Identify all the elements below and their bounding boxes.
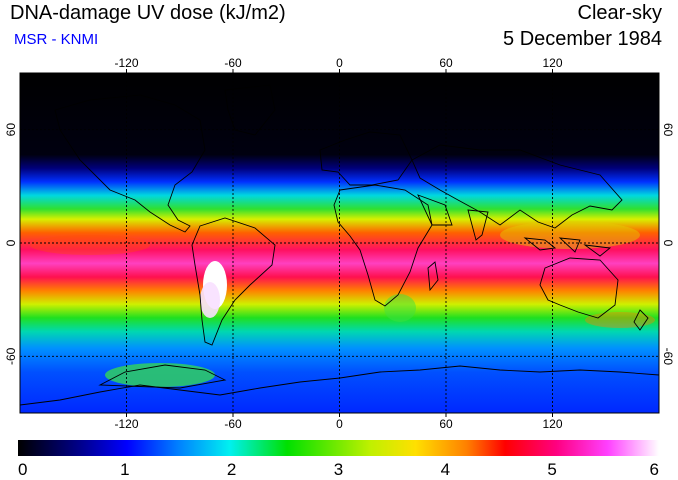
colorbar-tick-label: 1 — [120, 460, 129, 479]
colorbar-tick-label: 4 — [441, 460, 450, 479]
colorbar-tick-label: 6 — [650, 460, 659, 479]
lat-label-left: 60 — [4, 123, 18, 137]
lon-label-top: 60 — [439, 56, 453, 70]
axis-ticks: -120 -120 -60 -60 0 0 60 60 120 120 60 60 0 0 -60 -60 — [4, 56, 675, 431]
colorbar — [18, 440, 659, 456]
sky-condition-label: Clear-sky — [577, 2, 662, 24]
lon-label-top: 120 — [542, 56, 562, 70]
antarctica-coast — [20, 365, 659, 406]
lat-label-left: 0 — [4, 239, 18, 246]
lat-label-right: 60 — [661, 123, 675, 137]
colorbar-tick-label: 5 — [547, 460, 556, 479]
lon-label-bottom: -60 — [224, 417, 242, 431]
europe-coast — [319, 131, 413, 186]
lon-label-bottom: 120 — [542, 417, 562, 431]
antarctic-green-patch — [105, 363, 215, 387]
date-label: 5 December 1984 — [503, 28, 662, 50]
lon-label-bottom: 0 — [336, 417, 343, 431]
page-title: DNA-damage UV dose (kJ/m2) — [10, 2, 286, 24]
australia-coast — [539, 257, 619, 319]
lon-label-top: -60 — [224, 56, 242, 70]
indonesia-coast — [523, 237, 612, 257]
madagascar-coast — [427, 261, 439, 292]
coastlines — [20, 84, 659, 406]
asia-coast — [411, 144, 623, 229]
colorbar-tick-label: 0 — [18, 460, 27, 479]
lat-label-right: -60 — [661, 348, 675, 366]
lon-label-bottom: 60 — [439, 417, 453, 431]
new-zealand-coast — [633, 309, 649, 331]
antarctic-peninsula-coast — [98, 364, 227, 389]
lon-label-top: -120 — [114, 56, 138, 70]
lat-label-right: 0 — [661, 240, 675, 247]
colorbar-tick-label: 3 — [334, 460, 343, 479]
source-label: MSR - KNMI — [14, 31, 99, 48]
north-america-coast — [54, 94, 206, 233]
arabia-coast — [417, 194, 453, 226]
lon-label-top: 0 — [336, 56, 343, 70]
colorbar-tick-label: 2 — [227, 460, 236, 479]
lat-label-left: -60 — [4, 347, 18, 365]
india-coast — [467, 209, 489, 241]
colorbar-labels: 0 1 2 3 4 5 6 — [18, 460, 659, 479]
lon-label-bottom: -120 — [114, 417, 138, 431]
greenland-coast — [224, 84, 276, 136]
africa-coast — [333, 184, 433, 307]
graticule — [20, 73, 659, 413]
south-america-coast — [191, 217, 276, 346]
